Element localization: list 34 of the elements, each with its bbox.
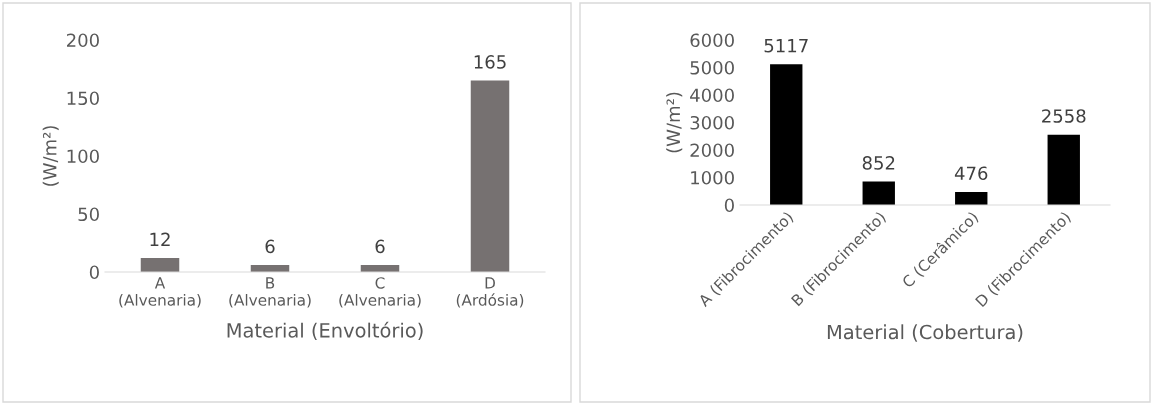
x-tick-label: C (Alvenaria) xyxy=(339,277,421,308)
data-label: 476 xyxy=(954,166,988,181)
data-label: 6 xyxy=(265,239,275,254)
y-axis-title: (W/m²) xyxy=(42,126,59,186)
y-tick-label: 50 xyxy=(78,207,99,222)
x-tick-label: D (Ardósia) xyxy=(456,277,524,308)
bar xyxy=(470,80,510,272)
data-label: 5117 xyxy=(764,39,808,53)
x-axis-title: Material (Cobertura) xyxy=(827,324,1023,342)
y-tick-label: 5000 xyxy=(690,60,734,75)
bar xyxy=(862,181,895,205)
y-tick-label: 200 xyxy=(67,33,99,48)
y-tick-label: 0 xyxy=(724,198,734,213)
y-tick-label: 3000 xyxy=(690,115,734,130)
bar xyxy=(140,258,180,272)
x-axis-title: Material (Envoltório) xyxy=(227,321,423,340)
y-axis-title: (W/m²) xyxy=(666,92,683,153)
y-tick-label: 0 xyxy=(89,265,99,280)
y-tick-label: 2000 xyxy=(690,143,734,158)
bar xyxy=(770,64,803,205)
data-label: 12 xyxy=(150,232,170,246)
x-tick-label: B (Alvenaria) xyxy=(229,277,311,308)
data-label: 165 xyxy=(474,55,506,69)
x-tick-label: A (Alvenaria) xyxy=(119,277,201,308)
data-label: 2558 xyxy=(1042,109,1086,123)
bar xyxy=(1047,134,1080,205)
y-tick-label: 1000 xyxy=(691,170,734,185)
y-tick-label: 4000 xyxy=(690,88,734,103)
y-tick-label: 6000 xyxy=(690,33,734,48)
y-tick-label: 150 xyxy=(67,91,99,106)
y-tick-label: 100 xyxy=(67,149,99,164)
data-label: 6 xyxy=(375,239,385,254)
data-label: 852 xyxy=(862,156,895,170)
bar xyxy=(955,191,988,205)
